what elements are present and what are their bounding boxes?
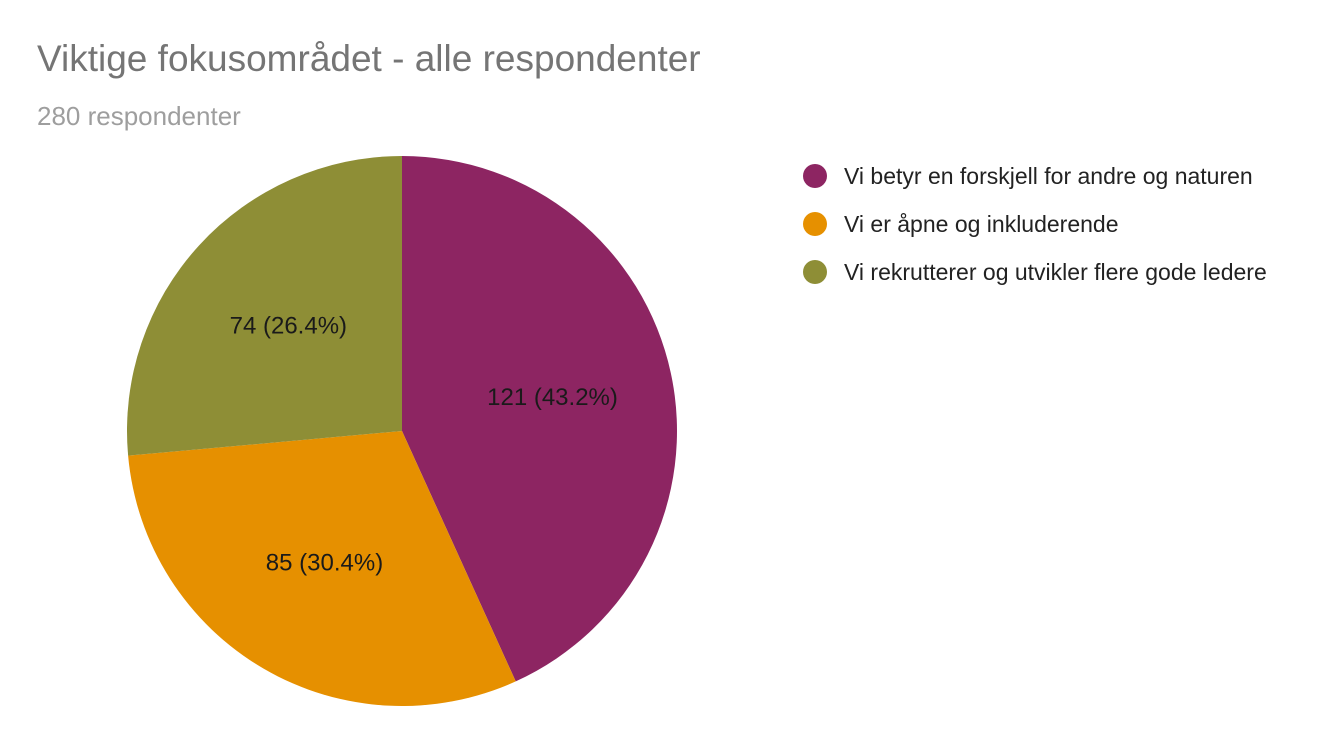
legend-label: Vi rekrutterer og utvikler flere gode le… — [844, 258, 1267, 285]
legend-item[interactable]: Vi betyr en forskjell for andre og natur… — [803, 152, 1267, 200]
chart-subtitle: 280 respondenter — [37, 101, 241, 131]
legend-swatch — [803, 260, 827, 284]
legend-item[interactable]: Vi rekrutterer og utvikler flere gode le… — [803, 248, 1267, 296]
slice-label: 121 (43.2%) — [487, 384, 618, 411]
pie-slice[interactable] — [126, 156, 402, 456]
legend-label: Vi er åpne og inkluderende — [844, 210, 1119, 237]
legend-item[interactable]: Vi er åpne og inkluderende — [803, 200, 1267, 248]
legend-label: Vi betyr en forskjell for andre og natur… — [844, 162, 1253, 189]
pie-slice[interactable] — [128, 431, 516, 706]
slice-label: 85 (30.4%) — [266, 549, 383, 576]
chart-legend: Vi betyr en forskjell for andre og natur… — [803, 152, 1267, 296]
legend-swatch — [803, 212, 827, 236]
chart-title: Viktige fokusområdet - alle respondenter — [37, 38, 701, 79]
pie-slice[interactable] — [402, 156, 677, 682]
legend-swatch — [803, 164, 827, 188]
slice-label: 74 (26.4%) — [230, 312, 347, 339]
